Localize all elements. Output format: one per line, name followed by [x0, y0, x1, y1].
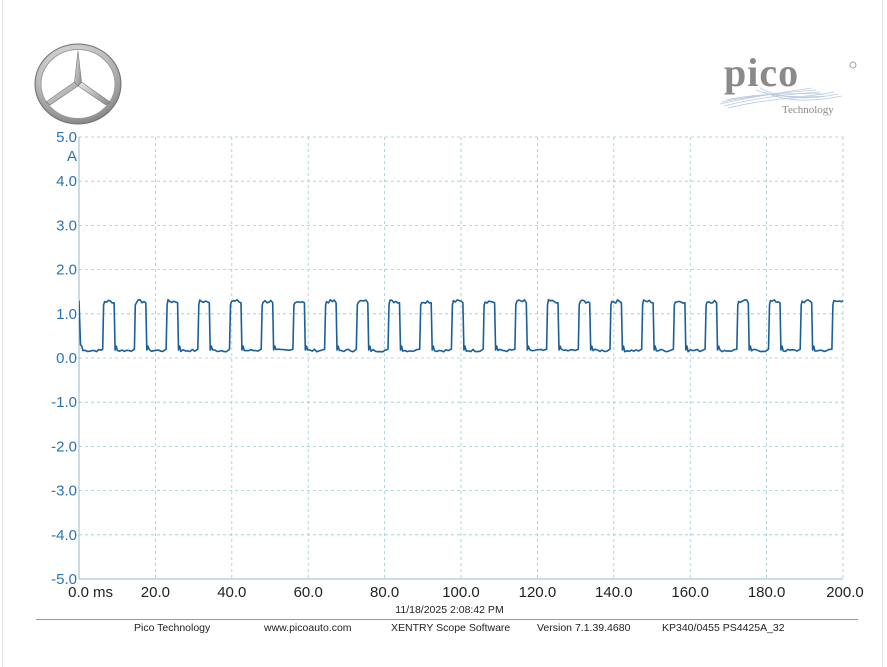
chart-grid: [79, 136, 844, 579]
x-tick-label: 40.0: [217, 584, 246, 601]
y-tick-label: 1.0: [56, 306, 77, 323]
y-tick-label: -5.0: [51, 571, 77, 588]
y-tick-label: 3.0: [56, 217, 77, 234]
y-axis-unit: A: [67, 148, 77, 165]
x-tick-label: 120.0: [519, 584, 557, 601]
chart-axes: [78, 137, 843, 580]
capture-timestamp: 11/18/2025 2:08:42 PM: [395, 604, 504, 616]
x-tick-label: 60.0: [294, 584, 323, 601]
y-tick-label: 4.0: [56, 173, 77, 190]
footer-divider: [36, 619, 858, 620]
y-tick-label: 0.0: [56, 350, 77, 367]
pico-logo-subtext: Technology: [782, 104, 834, 116]
y-tick-labels: 5.0 4.0 3.0 2.0 1.0 0.0 -1.0 -2.0 -3.0 -4.0 -5.0: [51, 129, 77, 588]
y-tick-label: -1.0: [51, 394, 77, 411]
footer-company: Pico Technology: [134, 622, 211, 634]
footer-version: Version 7.1.39.4680: [537, 622, 631, 634]
x-tick-labels: 0.0 20.0 40.0 60.0 80.0 100.0 120.0 140.0 160.0 1…: [68, 584, 864, 601]
y-tick-label: 5.0: [56, 129, 77, 146]
x-tick-label: 20.0: [141, 584, 170, 601]
mercedes-star-logo: [34, 43, 122, 125]
current-trace: [79, 298, 844, 353]
x-tick-label: 200.0: [826, 584, 864, 601]
right-border: [882, 0, 883, 667]
x-tick-label: 160.0: [671, 584, 709, 601]
footer-website: www.picoauto.com: [264, 622, 352, 634]
y-tick-label: -3.0: [51, 483, 77, 500]
x-tick-label: 180.0: [748, 584, 786, 601]
x-tick-label: 0.0: [68, 584, 89, 601]
x-tick-label: 80.0: [370, 584, 399, 601]
footer-software: XENTRY Scope Software: [391, 622, 511, 634]
y-tick-label: -4.0: [51, 527, 77, 544]
y-tick-label: 2.0: [56, 262, 77, 279]
pico-technology-logo: pico Technology: [719, 52, 857, 116]
chart-traces: [79, 298, 844, 353]
left-border: [2, 0, 3, 667]
x-axis-unit: ms: [93, 584, 113, 601]
y-tick-label: -2.0: [51, 438, 77, 455]
footer-device: KP340/0455 PS4425A_32: [662, 622, 785, 634]
x-tick-label: 140.0: [595, 584, 633, 601]
x-tick-label: 100.0: [442, 584, 480, 601]
pico-logo-text: pico: [724, 52, 799, 95]
